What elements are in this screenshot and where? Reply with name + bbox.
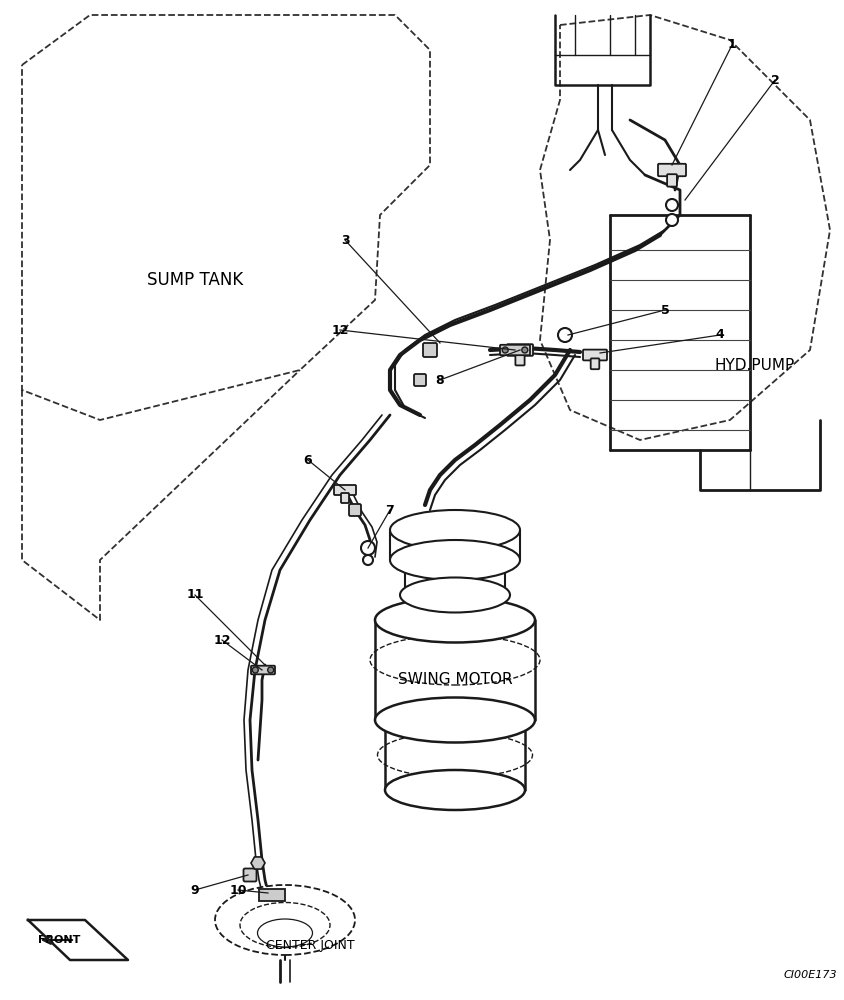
Ellipse shape (390, 510, 520, 550)
Text: CENTER JOINT: CENTER JOINT (266, 938, 354, 952)
Circle shape (268, 667, 273, 673)
Ellipse shape (257, 919, 312, 947)
FancyBboxPatch shape (244, 868, 257, 882)
Ellipse shape (400, 578, 510, 612)
Text: FRONT: FRONT (38, 935, 80, 945)
FancyBboxPatch shape (423, 343, 437, 357)
Text: 7: 7 (386, 504, 394, 516)
FancyBboxPatch shape (667, 174, 677, 187)
Text: 9: 9 (191, 884, 199, 896)
Ellipse shape (390, 540, 520, 580)
Text: HYD.PUMP: HYD.PUMP (715, 358, 795, 372)
Ellipse shape (385, 770, 525, 810)
Circle shape (558, 328, 572, 342)
Ellipse shape (240, 902, 330, 948)
Text: 3: 3 (341, 233, 349, 246)
Circle shape (252, 667, 258, 673)
FancyBboxPatch shape (414, 374, 426, 386)
Text: SWING MOTOR: SWING MOTOR (398, 672, 512, 688)
FancyBboxPatch shape (583, 350, 607, 360)
FancyBboxPatch shape (507, 344, 533, 356)
Text: 10: 10 (230, 884, 246, 896)
Polygon shape (251, 857, 265, 869)
Text: CI00E173: CI00E173 (783, 970, 836, 980)
Text: 6: 6 (304, 454, 312, 466)
FancyBboxPatch shape (658, 164, 686, 176)
FancyBboxPatch shape (341, 493, 349, 503)
FancyBboxPatch shape (500, 345, 530, 355)
Text: SUMP TANK: SUMP TANK (147, 271, 243, 289)
Ellipse shape (375, 698, 535, 742)
FancyBboxPatch shape (251, 666, 275, 674)
FancyBboxPatch shape (516, 354, 525, 365)
Circle shape (522, 347, 528, 353)
Ellipse shape (375, 597, 535, 643)
Text: 12: 12 (331, 324, 349, 336)
Ellipse shape (215, 885, 355, 955)
FancyBboxPatch shape (349, 504, 361, 516)
Circle shape (666, 199, 678, 211)
FancyBboxPatch shape (334, 485, 356, 495)
Text: 12: 12 (214, 634, 230, 647)
Text: 8: 8 (436, 373, 444, 386)
Text: 5: 5 (661, 304, 669, 316)
Circle shape (502, 347, 508, 353)
Text: 2: 2 (771, 74, 779, 87)
Text: 4: 4 (716, 328, 724, 342)
FancyBboxPatch shape (259, 889, 285, 901)
Circle shape (361, 541, 375, 555)
FancyBboxPatch shape (591, 358, 599, 369)
Circle shape (363, 555, 373, 565)
Circle shape (666, 214, 678, 226)
Text: 1: 1 (728, 38, 736, 51)
Text: 11: 11 (187, 588, 203, 601)
